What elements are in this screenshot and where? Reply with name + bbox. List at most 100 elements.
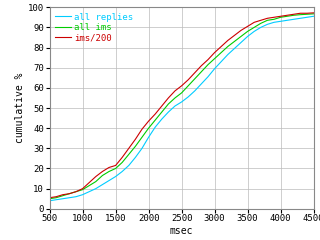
- all replies: [81, 193, 84, 196]
- ims/200: [133, 138, 137, 141]
- ims/200: [193, 71, 197, 74]
- ims/200: [173, 90, 177, 92]
- all replies: [147, 136, 150, 139]
- all ims: [54, 196, 58, 199]
- all replies: [100, 183, 104, 186]
- all replies: [160, 118, 164, 120]
- all ims: [140, 136, 144, 139]
- all ims: [120, 161, 124, 164]
- all ims: [87, 184, 91, 187]
- ims/200: [120, 156, 124, 159]
- all replies: [107, 179, 111, 182]
- all replies: [186, 96, 190, 98]
- all ims: [266, 19, 269, 22]
- all replies: [285, 19, 289, 22]
- Legend: all replies, all ims, ims/200: all replies, all ims, ims/200: [54, 12, 134, 43]
- all ims: [74, 190, 78, 193]
- all replies: [199, 82, 203, 85]
- ims/200: [100, 170, 104, 173]
- all replies: [127, 164, 131, 167]
- all replies: [153, 126, 157, 129]
- Y-axis label: cumulative %: cumulative %: [15, 73, 25, 143]
- all ims: [285, 15, 289, 18]
- all ims: [252, 26, 256, 29]
- all ims: [232, 40, 236, 43]
- ims/200: [292, 13, 296, 16]
- all replies: [299, 17, 302, 20]
- all ims: [292, 14, 296, 17]
- all replies: [259, 26, 263, 29]
- all replies: [166, 111, 170, 114]
- ims/200: [54, 195, 58, 198]
- all ims: [226, 45, 230, 48]
- all ims: [239, 35, 243, 38]
- ims/200: [48, 196, 52, 199]
- all replies: [173, 105, 177, 108]
- ims/200: [312, 12, 316, 14]
- all ims: [94, 180, 98, 183]
- ims/200: [94, 175, 98, 178]
- ims/200: [153, 113, 157, 115]
- all ims: [147, 127, 150, 130]
- all ims: [114, 167, 117, 170]
- all ims: [127, 153, 131, 156]
- all ims: [259, 22, 263, 25]
- ims/200: [140, 128, 144, 131]
- all ims: [133, 145, 137, 148]
- X-axis label: msec: msec: [170, 226, 193, 236]
- all replies: [279, 20, 283, 23]
- all replies: [68, 196, 71, 199]
- ims/200: [87, 181, 91, 184]
- ims/200: [279, 15, 283, 18]
- ims/200: [186, 78, 190, 81]
- all ims: [213, 57, 217, 60]
- all replies: [213, 67, 217, 70]
- all ims: [173, 96, 177, 99]
- all replies: [219, 60, 223, 63]
- ims/200: [160, 105, 164, 108]
- ims/200: [107, 166, 111, 169]
- all replies: [114, 175, 117, 178]
- ims/200: [81, 187, 84, 190]
- all replies: [272, 21, 276, 24]
- all replies: [226, 53, 230, 56]
- ims/200: [74, 190, 78, 193]
- all ims: [206, 63, 210, 66]
- ims/200: [61, 193, 65, 196]
- ims/200: [114, 164, 117, 167]
- all ims: [166, 102, 170, 105]
- all replies: [140, 147, 144, 150]
- ims/200: [246, 25, 250, 28]
- all ims: [68, 192, 71, 195]
- all replies: [48, 199, 52, 202]
- all replies: [133, 156, 137, 159]
- ims/200: [127, 147, 131, 150]
- ims/200: [285, 14, 289, 17]
- all ims: [246, 30, 250, 33]
- ims/200: [226, 39, 230, 42]
- ims/200: [239, 29, 243, 32]
- all ims: [312, 12, 316, 15]
- all ims: [193, 77, 197, 80]
- all ims: [199, 70, 203, 73]
- ims/200: [232, 34, 236, 37]
- ims/200: [272, 16, 276, 19]
- ims/200: [266, 17, 269, 20]
- all replies: [266, 23, 269, 26]
- all replies: [239, 41, 243, 44]
- all ims: [219, 51, 223, 54]
- Line: all replies: all replies: [50, 16, 314, 201]
- all ims: [299, 13, 302, 16]
- all replies: [120, 170, 124, 173]
- all ims: [180, 91, 184, 94]
- all replies: [87, 190, 91, 193]
- ims/200: [305, 12, 309, 15]
- ims/200: [147, 120, 150, 123]
- all ims: [107, 170, 111, 173]
- Line: all ims: all ims: [50, 14, 314, 199]
- ims/200: [68, 192, 71, 195]
- all ims: [48, 197, 52, 200]
- all replies: [61, 197, 65, 200]
- all ims: [153, 119, 157, 121]
- all replies: [94, 187, 98, 190]
